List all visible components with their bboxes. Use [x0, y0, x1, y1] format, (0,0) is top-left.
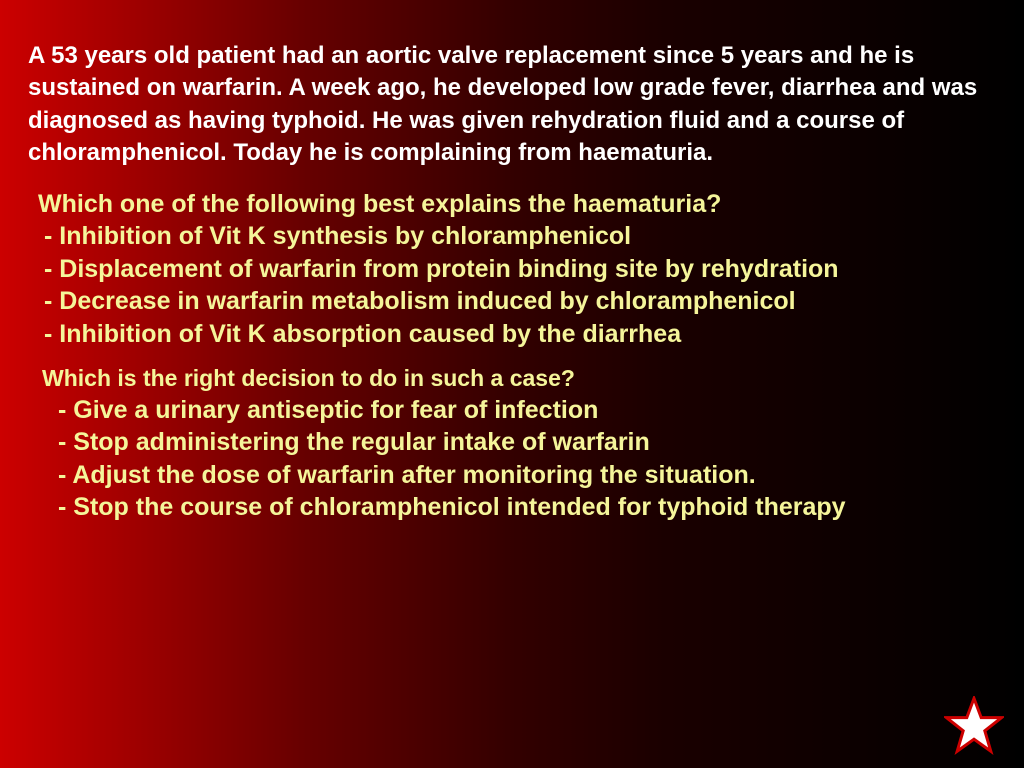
- q1-opt-c: Decrease in warfarin metabolism induced …: [59, 287, 795, 315]
- q2-opt-b: Stop administering the regular intake of…: [73, 428, 650, 456]
- q1-opt-d: Inhibition of Vit K absorption caused by…: [59, 320, 681, 348]
- star-icon: [944, 696, 1004, 756]
- question2-option: - Give a urinary antiseptic for fear of …: [38, 394, 996, 427]
- question1-option: - Inhibition of Vit K absorption caused …: [38, 318, 996, 351]
- question1-option: - Decrease in warfarin metabolism induce…: [38, 285, 996, 318]
- question1-option: - Displacement of warfarin from protein …: [38, 253, 996, 286]
- question2-title: Which is the right decision to do in suc…: [42, 364, 996, 394]
- question2-option: - Stop the course of chloramphenicol int…: [38, 491, 996, 524]
- question1-block: Which one of the following best explains…: [38, 188, 996, 351]
- slide-content: A 53 years old patient had an aortic val…: [0, 0, 1024, 524]
- question1-option: - Inhibition of Vit K synthesis by chlor…: [38, 220, 996, 253]
- question1-title: Which one of the following best explains…: [38, 188, 996, 221]
- q2-opt-d: Stop the course of chloramphenicol inten…: [73, 493, 845, 521]
- q1-opt-b: Displacement of warfarin from protein bi…: [59, 255, 838, 283]
- case-scenario: A 53 years old patient had an aortic val…: [28, 40, 996, 170]
- question2-option: - Adjust the dose of warfarin after moni…: [38, 459, 996, 492]
- q1-opt-a: Inhibition of Vit K synthesis by chloram…: [59, 222, 631, 250]
- question2-block: Which is the right decision to do in suc…: [38, 364, 996, 524]
- q2-opt-c: Adjust the dose of warfarin after monito…: [72, 461, 755, 489]
- q2-opt-a: Give a urinary antiseptic for fear of in…: [73, 396, 598, 424]
- question2-option: - Stop administering the regular intake …: [38, 426, 996, 459]
